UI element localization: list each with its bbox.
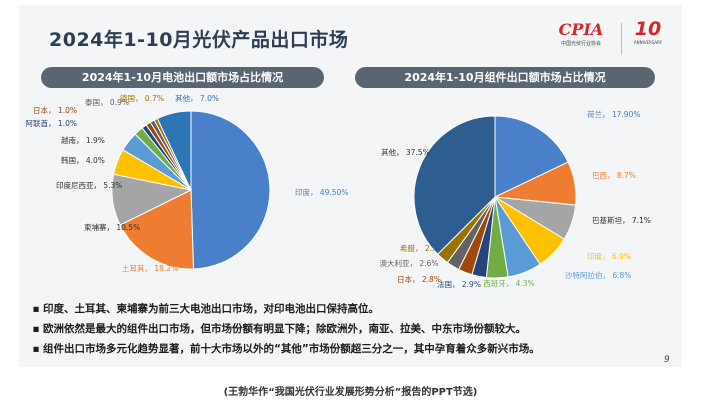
slice-label: 德国， 0.7% <box>120 93 164 103</box>
key-findings-list: ▪ 印度、土耳其、柬埔寨为前三大电池出口市场，对印电池出口保持高位。 ▪ 欧洲依然是… <box>29 299 669 359</box>
slice-label: 印度尼西亚， 5.3% <box>56 180 122 190</box>
anniversary-logo-subtitle: ANNIVERSARY <box>633 40 663 45</box>
slice-label: 沙特阿拉伯， 6.8% <box>565 270 631 280</box>
logo-divider <box>621 23 622 55</box>
slice-label: 澳大利亚， 2.6% <box>380 258 439 268</box>
pie-slice-battery-10 <box>156 110 192 191</box>
slice-label: 日本， 1.0% <box>33 105 77 115</box>
slice-label: 日本， 2.8% <box>397 274 441 284</box>
bullet-icon: ▪ <box>32 343 40 355</box>
pie-charts-canvas: 印度， 49.50% 土耳其， 18.2% 柬埔寨， 10.5% 印度尼西亚， 5.3… <box>26 93 651 289</box>
slice-label: 阿联酋， 1.0% <box>26 118 77 128</box>
slice-label: 巴西， 8.7% <box>592 171 636 180</box>
finding-item: ▪ 组件出口市场多元化趋势显著，前十大市场以外的“其他”市场份额超三分之一，其中孕… <box>29 339 669 359</box>
cpia-logo-subtitle: 中国光伏行业协会 <box>560 41 601 47</box>
pie-slice-battery-1 <box>119 189 194 270</box>
slice-label: 土耳其， 18.2% <box>122 263 178 273</box>
slide-title: 2024年1-10月光伏产品出口市场 <box>49 29 349 51</box>
slice-label: 印度， 49.50% <box>295 187 348 197</box>
slice-label: 法国， 2.9% <box>437 279 481 289</box>
slice-label: 其他， 37.5% <box>381 147 430 157</box>
module-chart-title: 2024年1-10月组件出口额市场占比情况 <box>355 67 655 88</box>
slice-label: 韩国， 4.0% <box>61 155 105 165</box>
slice-label: 巴基斯坦， 7.1% <box>592 215 651 225</box>
anniversary-logo-mark: 10 <box>634 18 662 40</box>
pie-slice-module-10 <box>413 115 496 255</box>
pie-slice-battery-0 <box>190 110 271 270</box>
slice-label: 越南， 1.9% <box>61 135 105 145</box>
cpia-logo: CPIA 中国光伏行业协会 <box>546 20 616 47</box>
finding-text: 欧洲依然是最大的组件出口市场，但市场份额有明显下降；除欧洲外，南亚、拉美、中东市… <box>43 323 526 335</box>
slice-label: 泰国， 0.9% <box>85 97 129 107</box>
bullet-icon: ▪ <box>32 303 40 315</box>
pie-slice-module-0 <box>494 115 569 198</box>
slice-label: 西班牙， 4.3% <box>483 278 534 288</box>
bullet-icon: ▪ <box>32 323 40 335</box>
finding-text: 组件出口市场多元化趋势显著，前十大市场以外的“其他”市场份额超三分之一，其中孕育… <box>43 343 540 355</box>
slice-label: 其他， 7.0% <box>175 93 219 103</box>
finding-text: 印度、土耳其、柬埔寨为前三大电池出口市场，对印电池出口保持高位。 <box>43 303 379 315</box>
image-caption: (王勃华作“我国光伏行业发展形势分析”报告的PPT节选) <box>223 387 478 398</box>
finding-item: ▪ 欧洲依然是最大的组件出口市场，但市场份额有明显下降；除欧洲外，南亚、拉美、中东… <box>29 319 669 339</box>
cpia-logo-mark: CPIA <box>558 20 604 39</box>
slice-label: 印度， 6.9% <box>587 251 631 261</box>
finding-item: ▪ 印度、土耳其、柬埔寨为前三大电池出口市场，对印电池出口保持高位。 <box>29 299 669 319</box>
page-number: 9 <box>664 355 670 365</box>
slice-label: 荷兰， 17.90% <box>587 109 640 119</box>
presentation-slide: 2024年1-10月光伏产品出口市场 CPIA 中国光伏行业协会 10 ANNI… <box>19 5 682 367</box>
battery-chart-title: 2024年1-10月电池出口额市场占比情况 <box>41 67 324 88</box>
anniversary-logo: 10 ANNIVERSARY <box>627 18 669 45</box>
slice-label: 柬埔寨， 10.5% <box>84 222 140 232</box>
